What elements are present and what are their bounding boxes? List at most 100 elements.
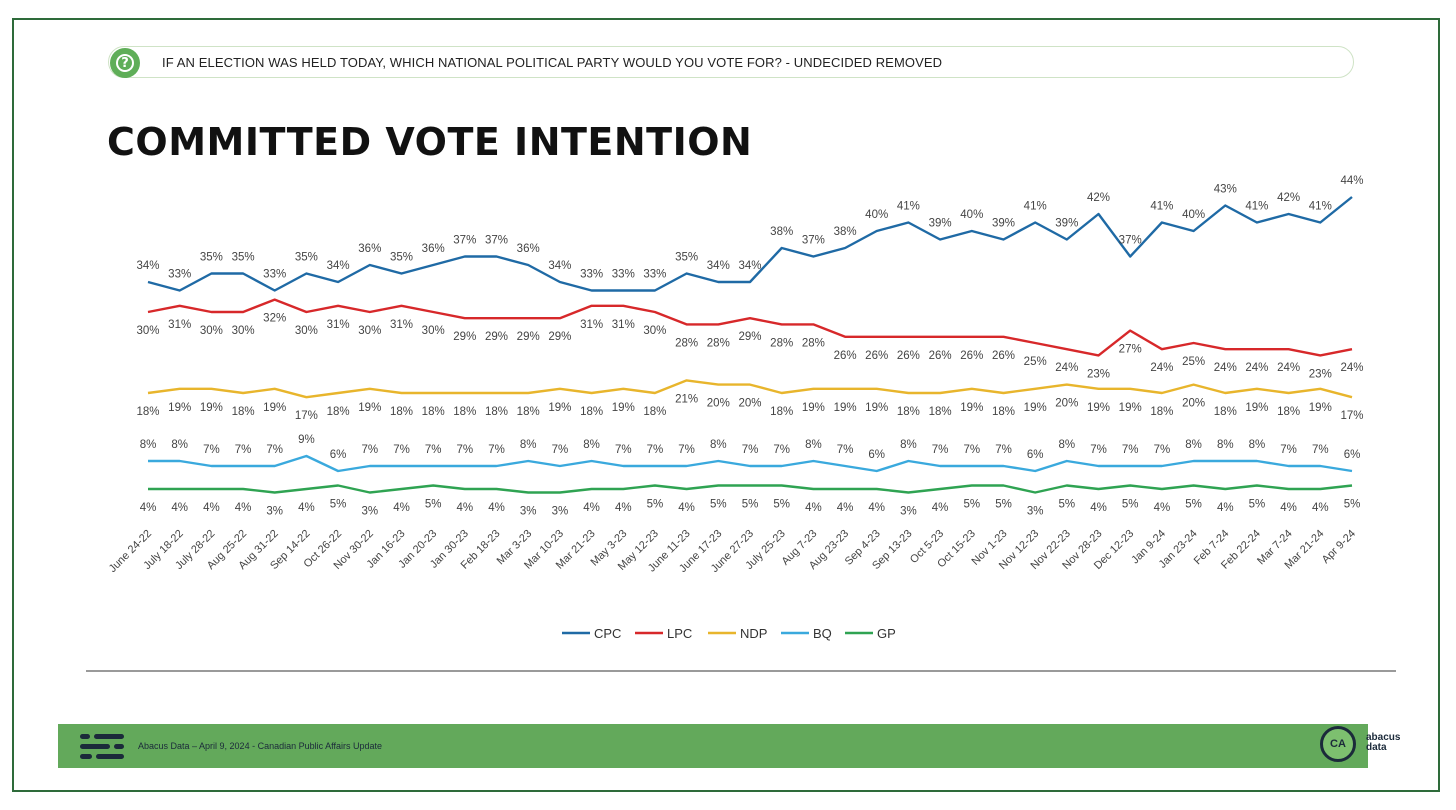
data-label-lpc: 28% [675,337,698,349]
legend-label-ndp: NDP [740,626,767,641]
data-label-bq: 8% [520,439,537,451]
data-label-gp: 4% [932,502,949,514]
data-label-gp: 5% [1185,499,1202,511]
data-label-bq: 8% [1185,439,1202,451]
footer-credit: Abacus Data – April 9, 2024 - Canadian P… [138,741,382,751]
data-label-gp: 4% [235,502,252,514]
series-line-bq [148,454,1353,473]
data-label-bq: 8% [805,439,822,451]
data-label-ndp: 20% [1182,398,1205,410]
data-label-bq: 8% [1217,439,1234,451]
data-label-lpc: 26% [897,350,920,362]
data-label-bq: 6% [1344,449,1361,461]
brand-line-2: data [1366,742,1387,753]
data-label-lpc: 30% [422,325,445,337]
data-label-cpc: 33% [263,269,286,281]
data-label-bq: 7% [1090,444,1107,456]
data-label-ndp: 19% [802,402,825,414]
data-label-ndp: 19% [200,402,223,414]
data-label-ndp: 18% [1150,406,1173,418]
data-label-cpc: 34% [738,260,761,272]
data-label-lpc: 26% [992,350,1015,362]
data-label-cpc: 37% [485,235,508,247]
data-label-lpc: 31% [580,319,603,331]
brand-badge-text: CA [1330,738,1346,750]
data-label-bq: 8% [140,439,157,451]
series-line-cpc [147,196,1353,292]
data-label-lpc: 30% [358,325,381,337]
data-label-ndp: 19% [612,402,635,414]
data-label-ndp: 18% [580,406,603,418]
data-label-gp: 4% [805,502,822,514]
data-label-lpc: 25% [1024,356,1047,368]
data-label-ndp: 18% [929,406,952,418]
data-label-ndp: 18% [897,406,920,418]
data-label-gp: 5% [425,499,442,511]
data-label-cpc: 41% [1150,201,1173,213]
data-label-gp: 5% [742,499,759,511]
data-label-ndp: 18% [390,406,413,418]
series-line-ndp [147,379,1353,399]
data-label-gp: 4% [868,502,885,514]
data-label-ndp: 19% [358,402,381,414]
data-label-ndp: 18% [136,406,159,418]
data-label-gp: 3% [520,506,537,518]
data-label-gp: 4% [583,502,600,514]
data-label-lpc: 24% [1055,362,1078,374]
data-label-bq: 7% [678,444,695,456]
data-label-gp: 4% [1217,502,1234,514]
data-label-bq: 7% [995,444,1012,456]
data-label-lpc: 31% [327,319,350,331]
data-label-gp: 4% [678,502,695,514]
data-label-gp: 5% [1122,499,1139,511]
data-label-ndp: 18% [327,406,350,418]
data-label-bq: 7% [837,444,854,456]
brand-line-1: abacus [1366,732,1401,743]
data-label-gp: 3% [361,506,378,518]
data-label-cpc: 36% [517,243,540,255]
divider [86,670,1396,672]
data-label-cpc: 39% [1055,218,1078,230]
data-label-lpc: 24% [1214,362,1237,374]
data-label-cpc: 35% [295,252,318,264]
data-label-cpc: 34% [548,260,571,272]
data-label-bq: 7% [615,444,632,456]
data-label-cpc: 35% [232,252,255,264]
data-label-cpc: 38% [770,226,793,238]
data-label-cpc: 37% [453,235,476,247]
data-label-cpc: 35% [200,252,223,264]
data-label-lpc: 24% [1150,362,1173,374]
data-label-cpc: 34% [707,260,730,272]
data-label-gp: 3% [1027,506,1044,518]
data-label-gp: 4% [203,502,220,514]
data-label-cpc: 37% [802,235,825,247]
data-label-gp: 5% [963,499,980,511]
data-label-bq: 7% [488,444,505,456]
data-label-cpc: 33% [612,269,635,281]
data-label-lpc: 24% [1245,362,1268,374]
data-label-ndp: 18% [485,406,508,418]
data-label-lpc: 24% [1277,362,1300,374]
data-label-ndp: 19% [834,402,857,414]
data-label-bq: 7% [552,444,569,456]
data-label-bq: 7% [456,444,473,456]
data-label-gp: 5% [1058,499,1075,511]
data-label-ndp: 19% [1309,402,1332,414]
data-label-cpc: 43% [1214,184,1237,196]
data-label-ndp: 20% [738,398,761,410]
data-label-lpc: 29% [517,331,540,343]
data-label-bq: 8% [583,439,600,451]
data-label-ndp: 18% [422,406,445,418]
data-label-cpc: 42% [1087,192,1110,204]
data-label-ndp: 17% [295,410,318,422]
data-label-cpc: 33% [643,269,666,281]
data-label-gp: 4% [1280,502,1297,514]
data-label-cpc: 41% [1309,201,1332,213]
data-label-ndp: 19% [960,402,983,414]
data-label-gp: 4% [456,502,473,514]
data-label-gp: 5% [330,499,347,511]
data-label-cpc: 33% [168,269,191,281]
data-label-gp: 4% [837,502,854,514]
data-label-cpc: 42% [1277,192,1300,204]
